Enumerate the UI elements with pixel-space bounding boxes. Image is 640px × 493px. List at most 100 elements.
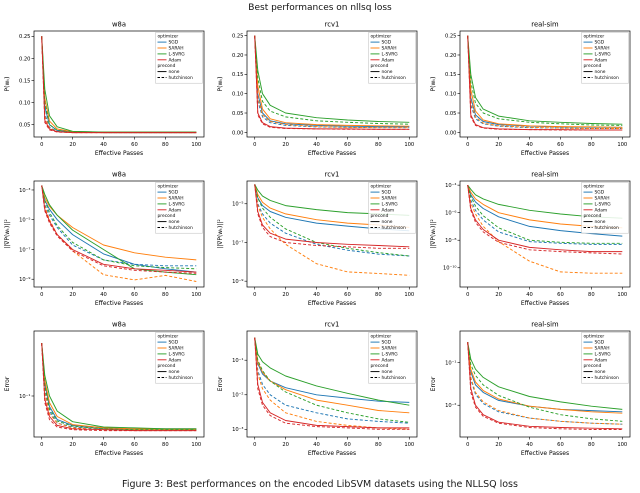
svg-text:SGD: SGD [382, 190, 392, 196]
svg-text:10⁻¹: 10⁻¹ [19, 394, 30, 400]
svg-text:20: 20 [282, 442, 289, 448]
chart-canvas: 0 20 40 60 80 100 0.00 0.05 0.10 0.15 0.20 0.25 real… [430, 21, 631, 157]
svg-text:SGD: SGD [382, 40, 392, 46]
svg-text:0.10: 0.10 [19, 100, 31, 106]
svg-text:80: 80 [375, 142, 382, 148]
svg-text:hutchinson: hutchinson [382, 75, 406, 81]
chart-canvas: 0 20 40 60 80 100 0.05 0.10 0.15 0.20 0.25 w8a Effec… [4, 21, 205, 157]
svg-text:0.25: 0.25 [19, 34, 31, 40]
svg-text:P(wₜ): P(wₜ) [217, 77, 224, 92]
chart-canvas: 0 20 40 60 80 100 10⁻¹ 10⁻² real-sim Effective Pa… [430, 321, 631, 457]
svg-text:P(wₜ): P(wₜ) [4, 77, 11, 92]
svg-text:0: 0 [466, 142, 469, 148]
svg-text:40: 40 [100, 292, 107, 298]
svg-text:SGD: SGD [595, 190, 605, 196]
svg-text:Adam: Adam [169, 357, 182, 363]
svg-text:0.05: 0.05 [445, 111, 457, 117]
svg-text:w8a: w8a [112, 21, 126, 29]
svg-text:none: none [169, 70, 180, 75]
svg-text:||∇P(wₜ)||²: ||∇P(wₜ)||² [430, 219, 437, 249]
svg-text:Error: Error [4, 376, 11, 391]
subplot-w8a-loss: 0 20 40 60 80 100 0.05 0.10 0.15 0.20 0.25 w8a Effec… [0, 17, 213, 167]
svg-text:10⁻³: 10⁻³ [232, 427, 243, 433]
svg-text:40: 40 [313, 142, 320, 148]
subplot-rcv1-gradnorm: 0 20 40 60 80 100 10⁻⁵ 10⁻⁷ 10⁻⁹ rcv1 Effective Pa… [213, 167, 426, 317]
svg-text:SARAH: SARAH [169, 196, 184, 202]
svg-text:L-SVRG: L-SVRG [169, 51, 186, 57]
svg-text:20: 20 [69, 142, 76, 148]
svg-text:||∇P(wₜ)||²: ||∇P(wₜ)||² [217, 219, 224, 249]
svg-text:precond: precond [584, 63, 602, 69]
svg-text:SGD: SGD [169, 40, 179, 46]
svg-text:60: 60 [131, 292, 138, 298]
svg-text:hutchinson: hutchinson [169, 225, 193, 231]
svg-text:real-sim: real-sim [531, 171, 559, 179]
svg-text:precond: precond [584, 213, 602, 219]
svg-text:0: 0 [253, 292, 256, 298]
svg-text:L-SVRG: L-SVRG [595, 201, 612, 207]
svg-text:Adam: Adam [595, 57, 608, 63]
svg-text:Effective Passes: Effective Passes [95, 300, 143, 307]
svg-text:60: 60 [557, 292, 564, 298]
svg-text:10⁻¹: 10⁻¹ [232, 358, 243, 364]
svg-text:optimizer: optimizer [584, 334, 605, 340]
svg-text:none: none [382, 70, 393, 75]
svg-text:80: 80 [375, 442, 382, 448]
svg-text:80: 80 [588, 442, 595, 448]
svg-text:Effective Passes: Effective Passes [308, 450, 356, 457]
svg-text:SARAH: SARAH [169, 46, 184, 52]
svg-text:60: 60 [131, 142, 138, 148]
svg-text:Adam: Adam [169, 207, 182, 213]
svg-text:SARAH: SARAH [595, 46, 610, 52]
svg-text:optimizer: optimizer [158, 184, 179, 190]
svg-text:Effective Passes: Effective Passes [308, 150, 356, 157]
svg-text:40: 40 [526, 442, 533, 448]
chart-canvas: 0 20 40 60 80 100 10⁻⁵ 10⁻⁷ 10⁻⁹ rcv1 Effective Pa… [217, 171, 418, 307]
svg-text:20: 20 [69, 292, 76, 298]
subplot-w8a-gradnorm: 0 20 40 60 80 100 10⁻³ 10⁻⁵ 10⁻⁷ 10⁻⁹ w8a Effective… [0, 167, 213, 317]
svg-text:optimizer: optimizer [158, 334, 179, 340]
svg-text:40: 40 [526, 292, 533, 298]
svg-text:10⁻⁹: 10⁻⁹ [232, 279, 243, 285]
svg-text:Effective Passes: Effective Passes [95, 450, 143, 457]
svg-text:hutchinson: hutchinson [595, 225, 619, 231]
svg-text:rcv1: rcv1 [325, 171, 340, 179]
svg-text:Adam: Adam [595, 357, 608, 363]
svg-text:100: 100 [191, 142, 201, 148]
svg-text:0.20: 0.20 [445, 53, 457, 59]
svg-text:L-SVRG: L-SVRG [382, 51, 399, 57]
svg-text:80: 80 [162, 442, 169, 448]
svg-text:L-SVRG: L-SVRG [595, 351, 612, 357]
svg-text:60: 60 [557, 142, 564, 148]
svg-text:SARAH: SARAH [595, 196, 610, 202]
svg-text:100: 100 [191, 292, 201, 298]
svg-text:precond: precond [371, 63, 389, 69]
svg-text:0: 0 [40, 442, 43, 448]
svg-text:10⁻⁴: 10⁻⁴ [445, 183, 456, 189]
svg-text:100: 100 [191, 442, 201, 448]
subplot-w8a-error: 0 20 40 60 80 100 10⁻¹ w8a Effective Passes Error… [0, 317, 213, 467]
svg-text:||∇P(wₜ)||²: ||∇P(wₜ)||² [4, 219, 11, 249]
svg-text:20: 20 [69, 442, 76, 448]
svg-text:0.10: 0.10 [232, 92, 244, 98]
svg-text:0.15: 0.15 [445, 72, 457, 78]
svg-text:precond: precond [584, 363, 602, 369]
svg-text:Adam: Adam [169, 57, 182, 63]
svg-text:40: 40 [526, 142, 533, 148]
svg-text:40: 40 [100, 142, 107, 148]
svg-text:60: 60 [344, 142, 351, 148]
svg-text:SARAH: SARAH [382, 196, 397, 202]
chart-canvas: 0 20 40 60 80 100 10⁻⁴ 10⁻⁶ 10⁻⁸ 10⁻¹⁰ real-sim Eff… [430, 171, 631, 307]
svg-text:20: 20 [495, 442, 502, 448]
svg-text:100: 100 [617, 142, 627, 148]
svg-text:60: 60 [131, 442, 138, 448]
svg-text:100: 100 [617, 292, 627, 298]
svg-text:60: 60 [344, 292, 351, 298]
svg-text:0: 0 [253, 442, 256, 448]
svg-text:none: none [382, 220, 393, 225]
svg-text:0.25: 0.25 [232, 34, 244, 40]
svg-text:40: 40 [313, 442, 320, 448]
svg-text:100: 100 [617, 442, 627, 448]
svg-text:0.10: 0.10 [445, 92, 457, 98]
svg-text:Effective Passes: Effective Passes [521, 450, 569, 457]
